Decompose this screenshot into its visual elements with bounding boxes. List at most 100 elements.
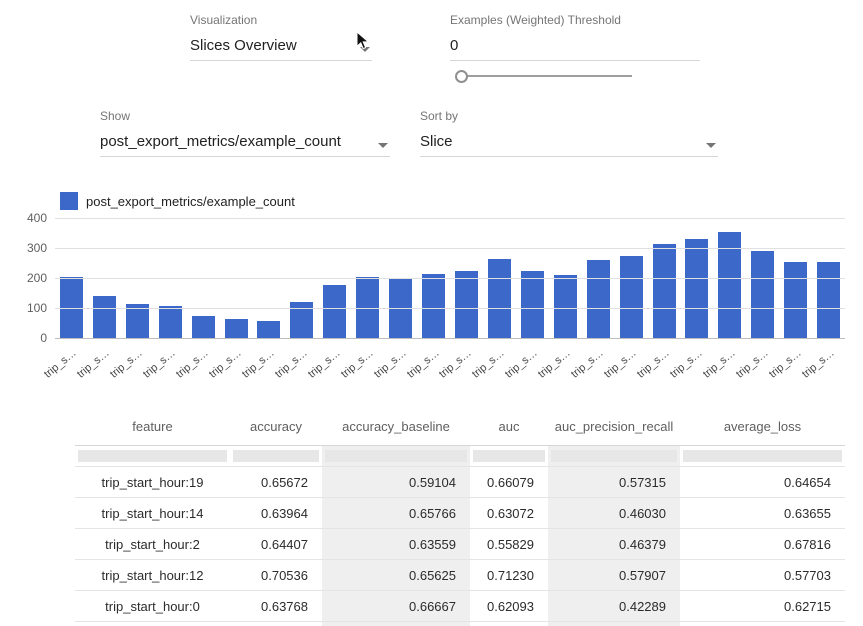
metric-cell: 0.66016 xyxy=(230,622,322,626)
column-header-average_loss[interactable]: average_loss xyxy=(680,407,845,446)
bar[interactable] xyxy=(192,316,215,338)
table-header-row: featureaccuracyaccuracy_baselineaucauc_p… xyxy=(75,407,845,446)
feature-cell: trip_start_hour:14 xyxy=(75,498,230,529)
metric-cell: 0.63768 xyxy=(230,591,322,622)
feature-cell: trip_start_hour:2 xyxy=(75,529,230,560)
bar[interactable] xyxy=(685,239,708,338)
bar[interactable] xyxy=(554,275,577,338)
metric-cell: 0.66667 xyxy=(322,591,470,622)
threshold-control: Examples (Weighted) Threshold 0 xyxy=(450,13,700,61)
metric-cell: 0.65672 xyxy=(230,467,322,498)
bar[interactable] xyxy=(225,319,248,338)
bar[interactable] xyxy=(257,321,280,338)
show-label: Show xyxy=(100,109,390,123)
plot-area: 0100200300400 xyxy=(55,218,845,338)
visualization-dropdown[interactable]: Slices Overview xyxy=(190,34,372,61)
threshold-slider[interactable] xyxy=(455,69,632,83)
show-dropdown[interactable]: post_export_metrics/example_count xyxy=(100,130,390,157)
threshold-label: Examples (Weighted) Threshold xyxy=(450,13,700,27)
metric-cell: 0.65766 xyxy=(322,498,470,529)
metric-cell: 0.62093 xyxy=(470,591,548,622)
column-header-auc_precision_recall[interactable]: auc_precision_recall xyxy=(548,407,680,446)
bar[interactable] xyxy=(422,274,445,338)
bar[interactable] xyxy=(653,244,676,338)
y-axis-tick-label: 0 xyxy=(40,331,47,345)
threshold-value: 0 xyxy=(450,34,458,58)
y-axis-tick-label: 200 xyxy=(27,271,47,285)
metric-cell: 0.59104 xyxy=(322,467,470,498)
slicing-metrics-view: Visualization Slices Overview Examples (… xyxy=(0,0,863,626)
metric-cell: 0.57315 xyxy=(548,467,680,498)
metric-cell: 0.71230 xyxy=(470,560,548,591)
feature-cell: trip_start_hour:19 xyxy=(75,467,230,498)
visualization-label: Visualization xyxy=(190,13,372,27)
x-axis-labels: trip_s…trip_s…trip_s…trip_s…trip_s…trip_… xyxy=(55,341,845,389)
chart-legend: post_export_metrics/example_count xyxy=(60,192,295,210)
bar[interactable] xyxy=(587,260,610,338)
show-control: Show post_export_metrics/example_count xyxy=(100,109,390,157)
column-filter-accuracy_baseline[interactable] xyxy=(325,450,467,462)
bar[interactable] xyxy=(751,251,774,338)
column-header-feature[interactable]: feature xyxy=(75,407,230,446)
metric-cell: 0.64407 xyxy=(230,529,322,560)
visualization-control: Visualization Slices Overview xyxy=(190,13,372,61)
filter-cell xyxy=(548,446,680,467)
column-filter-average_loss[interactable] xyxy=(683,450,842,462)
metric-cell: 0.46030 xyxy=(548,498,680,529)
bar[interactable] xyxy=(159,306,182,338)
metric-cell: 0.44173 xyxy=(548,622,680,626)
metric-cell: 0.58337 xyxy=(470,622,548,626)
bar[interactable] xyxy=(488,259,511,339)
metric-cell: 0.57907 xyxy=(548,560,680,591)
metric-cell: 0.63072 xyxy=(470,498,548,529)
metric-cell: 0.66079 xyxy=(470,467,548,498)
column-header-auc[interactable]: auc xyxy=(470,407,548,446)
table-header: featureaccuracyaccuracy_baselineaucauc_p… xyxy=(75,407,845,446)
table-row: trip_start_hour:20.644070.635590.558290.… xyxy=(75,529,845,560)
bar[interactable] xyxy=(455,271,478,338)
column-header-accuracy_baseline[interactable]: accuracy_baseline xyxy=(322,407,470,446)
column-filter-auc[interactable] xyxy=(473,450,545,462)
metric-cell: 0.62715 xyxy=(680,591,845,622)
table-row: trip_start_hour:00.637680.666670.620930.… xyxy=(75,591,845,622)
filter-cell xyxy=(680,446,845,467)
mouse-cursor xyxy=(356,31,372,51)
metric-cell: 0.65625 xyxy=(322,560,470,591)
metric-cell: 0.64844 xyxy=(322,622,470,626)
column-filter-feature[interactable] xyxy=(78,450,227,462)
metric-cell: 0.63655 xyxy=(680,498,845,529)
column-filter-accuracy[interactable] xyxy=(233,450,319,462)
metric-cell: 0.63559 xyxy=(322,529,470,560)
bar[interactable] xyxy=(620,256,643,339)
bar[interactable] xyxy=(323,285,346,338)
x-axis-tick-label: trip_s… xyxy=(775,347,836,401)
legend-color-swatch xyxy=(60,192,78,210)
bar[interactable] xyxy=(93,296,116,338)
slider-track[interactable] xyxy=(461,75,632,77)
sort-by-dropdown[interactable]: Slice xyxy=(420,130,718,157)
table-row: trip_start_hour:120.705360.656250.712300… xyxy=(75,560,845,591)
sort-by-control: Sort by Slice xyxy=(420,109,718,157)
table-row: trip_start_hour:140.639640.657660.630720… xyxy=(75,498,845,529)
threshold-input[interactable]: 0 xyxy=(450,34,700,61)
slider-knob[interactable] xyxy=(455,70,468,83)
feature-cell: trip_start_hour:23 xyxy=(75,622,230,626)
sort-by-value: Slice xyxy=(420,130,453,154)
metric-cell: 0.46379 xyxy=(548,529,680,560)
bar[interactable] xyxy=(817,262,840,339)
legend-label: post_export_metrics/example_count xyxy=(86,194,295,209)
y-axis-tick-label: 300 xyxy=(27,241,47,255)
chevron-down-icon xyxy=(378,143,388,148)
column-header-accuracy[interactable]: accuracy xyxy=(230,407,322,446)
visualization-value: Slices Overview xyxy=(190,34,297,58)
metric-cell: 0.42289 xyxy=(548,591,680,622)
bar[interactable] xyxy=(784,262,807,338)
table-filter-row xyxy=(75,446,845,467)
bar[interactable] xyxy=(126,304,149,338)
column-filter-auc_precision_recall[interactable] xyxy=(551,450,677,462)
filter-cell xyxy=(470,446,548,467)
y-axis-tick-label: 100 xyxy=(27,301,47,315)
gridline xyxy=(55,218,845,219)
table-body: trip_start_hour:190.656720.591040.660790… xyxy=(75,446,845,626)
bar[interactable] xyxy=(521,271,544,338)
